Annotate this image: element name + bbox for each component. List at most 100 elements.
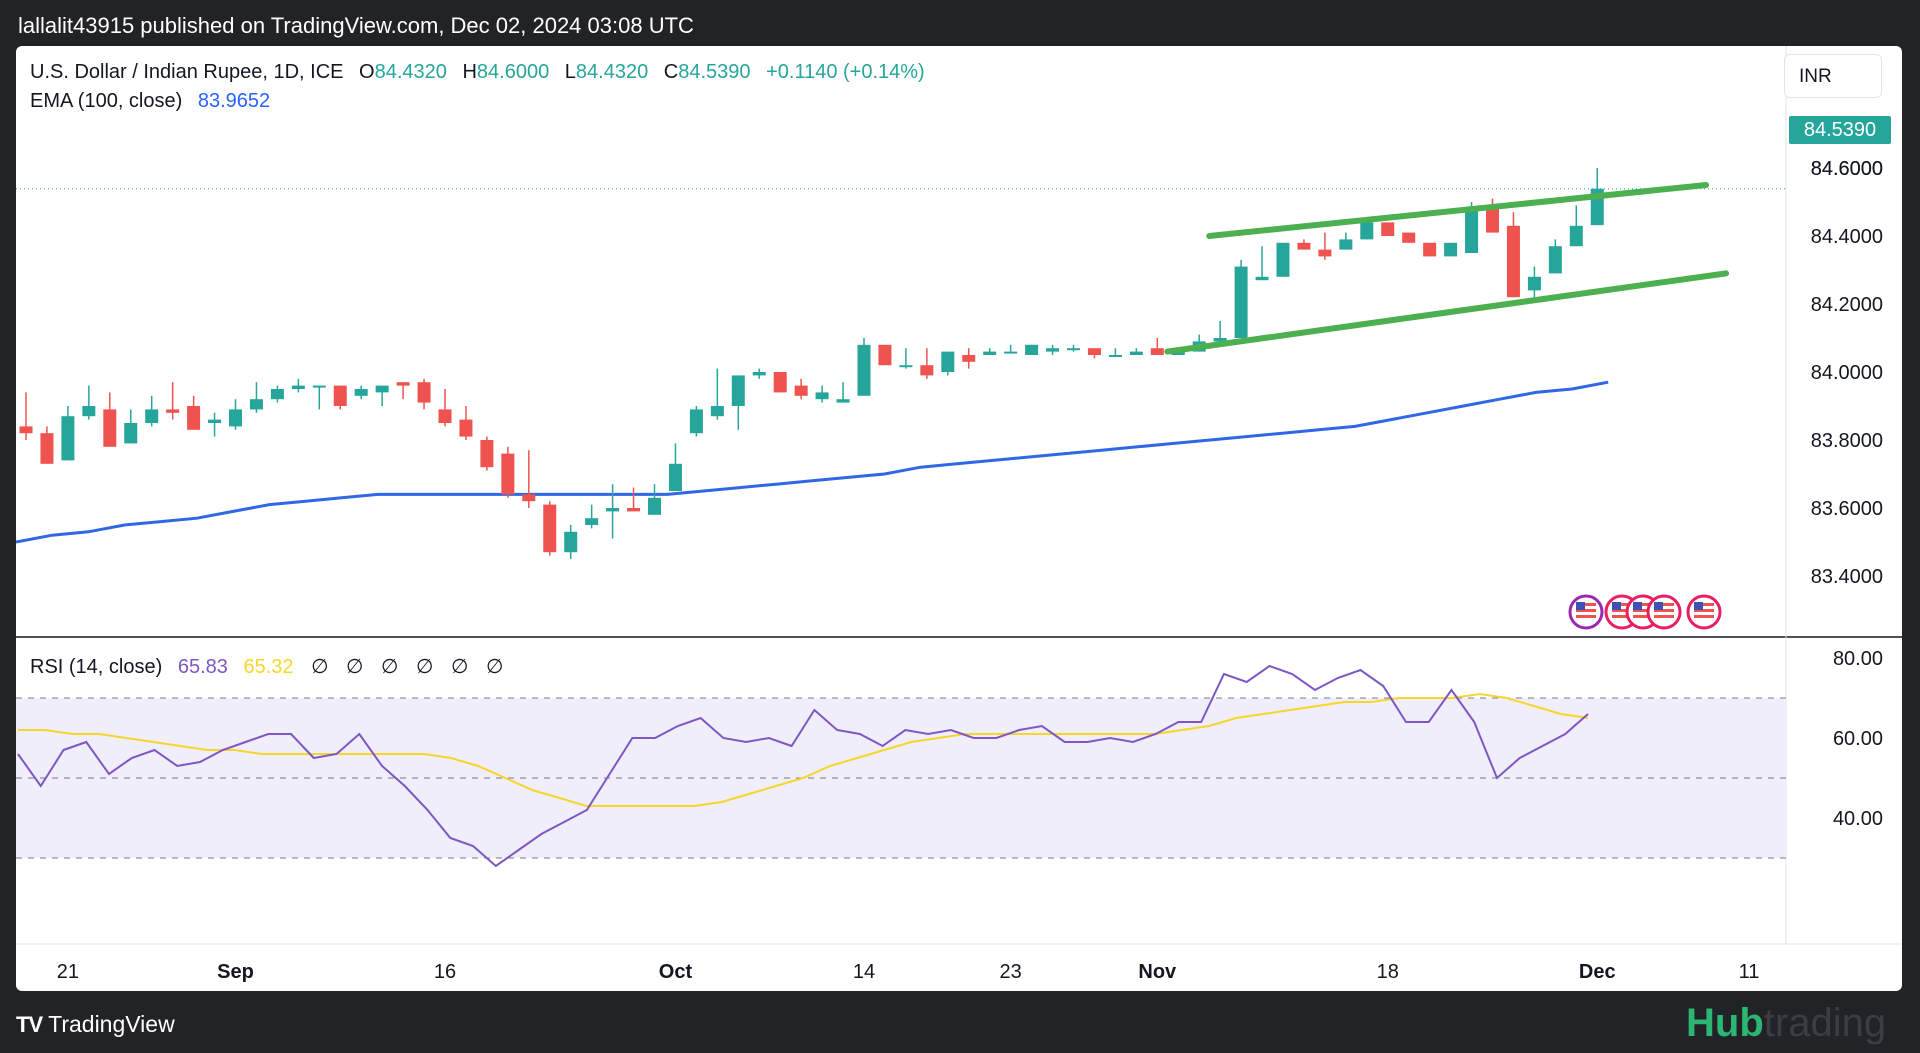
candle-down xyxy=(1087,348,1101,359)
candle-down xyxy=(1423,242,1437,257)
candle-up xyxy=(354,385,368,400)
rsi-na-values: ∅ ∅ ∅ ∅ ∅ ∅ xyxy=(311,656,510,678)
candle-up xyxy=(857,338,871,396)
candle-body xyxy=(668,463,682,491)
flag-stripe xyxy=(1576,603,1596,606)
tradingview-logo[interactable]: TV TradingView xyxy=(16,1011,175,1038)
channel-lower-line xyxy=(1164,270,1730,355)
candle-body xyxy=(648,497,661,515)
candle-down xyxy=(480,436,494,471)
low-label: L xyxy=(564,61,576,83)
flag-canton xyxy=(1694,602,1703,610)
close-label: C xyxy=(663,61,679,83)
candle-up xyxy=(1234,259,1248,338)
candle-body xyxy=(1234,266,1248,338)
candle-body xyxy=(438,409,452,423)
time-axis-label: Sep xyxy=(217,961,254,983)
flag-stripe xyxy=(1654,603,1674,606)
candle-body xyxy=(480,440,494,468)
candle-body xyxy=(857,344,871,396)
candle-body xyxy=(731,375,745,406)
flag-stripe xyxy=(1612,609,1632,612)
candle-up xyxy=(585,504,599,529)
candle-up xyxy=(606,484,620,539)
rsi-label[interactable]: RSI (14, close) xyxy=(30,656,163,678)
candle-up xyxy=(1129,348,1143,355)
candle-up xyxy=(1339,232,1353,250)
rsi-axis-label: 60.00 xyxy=(1833,728,1883,750)
candle-up xyxy=(1004,344,1018,354)
candle-down xyxy=(1297,239,1311,250)
time-axis-label: 14 xyxy=(853,961,875,983)
publish-header: lallalit43915 published on TradingView.c… xyxy=(0,0,1920,46)
channel-upper-line xyxy=(1206,182,1710,239)
candle-down xyxy=(103,392,117,447)
candle-body xyxy=(417,382,431,403)
candle-body xyxy=(1004,351,1018,354)
candle-body xyxy=(1402,232,1416,243)
candle-body xyxy=(229,409,242,427)
candle-up xyxy=(899,348,913,369)
candle-body xyxy=(1150,348,1164,355)
price-axis-label: 83.6000 xyxy=(1811,498,1883,520)
candle-body xyxy=(124,423,138,444)
candle-down xyxy=(417,378,431,410)
ema-value: 83.9652 xyxy=(197,90,271,112)
flag-stripe xyxy=(1576,615,1596,618)
candle-body xyxy=(82,406,96,417)
chart-canvas[interactable]: 83.4000 83.6000 83.8000 84.0000 84.2000 84.40… xyxy=(16,46,1902,991)
candle-body xyxy=(1318,249,1332,257)
candle-up xyxy=(815,385,829,403)
us-event-flag-icon xyxy=(1686,594,1722,630)
candle-body xyxy=(249,399,263,410)
candle-body xyxy=(920,365,934,376)
candle-body xyxy=(1506,225,1520,298)
candle-body xyxy=(1360,222,1374,240)
candle-up xyxy=(1108,348,1122,357)
symbol-name[interactable]: U.S. Dollar / Indian Rupee, 1D, ICE xyxy=(30,61,344,83)
candle-body xyxy=(941,351,955,372)
candle-body xyxy=(1087,348,1101,355)
candle-up xyxy=(1548,239,1562,274)
flag-stripe xyxy=(1633,615,1653,618)
candle-body xyxy=(836,399,850,403)
hubtrading-logo: Hub trading xyxy=(1686,1001,1886,1046)
candle-body xyxy=(962,355,976,362)
candle-down xyxy=(40,426,54,464)
candle-down xyxy=(459,406,473,440)
rsi-line xyxy=(17,664,1589,868)
flag-stripe xyxy=(1694,615,1714,618)
price-legend: U.S. Dollar / Indian Rupee, 1D, ICE O84.… xyxy=(30,61,925,84)
flag-stripe xyxy=(1612,615,1632,618)
rsi-ma-line xyxy=(18,692,1589,807)
flag-canton xyxy=(1633,602,1642,610)
candle-up xyxy=(752,368,766,379)
candle-body xyxy=(585,518,599,525)
candle-body xyxy=(773,372,787,393)
ema-label[interactable]: EMA (100, close) xyxy=(30,90,183,112)
candle-body xyxy=(1046,348,1060,352)
published-text: lallalit43915 published on TradingView.c… xyxy=(18,13,694,38)
candle-down xyxy=(1402,232,1416,243)
high-label: H xyxy=(462,61,477,83)
candle-down xyxy=(438,389,452,427)
us-event-flag-icon xyxy=(1646,594,1682,630)
candle-body xyxy=(103,409,117,447)
time-axis-label: 21 xyxy=(57,961,79,983)
candle-body xyxy=(145,409,159,423)
candle-body xyxy=(1486,208,1499,233)
flag-stripe xyxy=(1633,603,1653,606)
flag-stripe xyxy=(1694,603,1714,606)
chart-panel[interactable]: 83.4000 83.6000 83.8000 84.0000 84.2000 84.40… xyxy=(16,46,1902,991)
time-axis-label: 23 xyxy=(1000,961,1022,983)
candle-body xyxy=(396,382,410,386)
candle-down xyxy=(920,348,934,379)
candle-up xyxy=(1067,344,1080,352)
candle-body xyxy=(689,409,703,434)
flag-stripe xyxy=(1576,609,1596,612)
us-event-flag-icon xyxy=(1568,594,1604,630)
candle-up xyxy=(689,406,703,437)
price-axis-label: 84.4000 xyxy=(1811,226,1883,248)
candle-down xyxy=(627,487,641,512)
currency-button[interactable]: INR xyxy=(1784,54,1882,98)
